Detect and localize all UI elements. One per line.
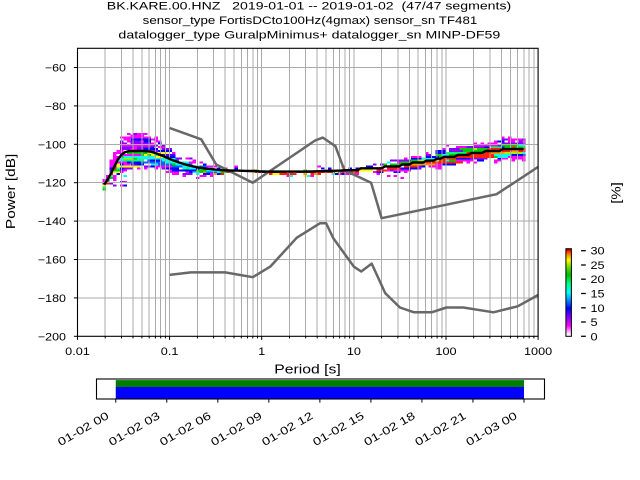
svg-text:0.1: 0.1 bbox=[161, 346, 179, 358]
svg-text:1: 1 bbox=[258, 346, 265, 358]
svg-text:−140: −140 bbox=[38, 216, 66, 228]
svg-text:5: 5 bbox=[591, 317, 598, 329]
svg-text:30: 30 bbox=[591, 246, 605, 258]
svg-text:−60: −60 bbox=[45, 63, 66, 75]
svg-text:20: 20 bbox=[591, 274, 605, 286]
svg-text:−100: −100 bbox=[38, 139, 66, 151]
svg-text:−200: −200 bbox=[38, 331, 66, 343]
svg-text:10: 10 bbox=[591, 303, 605, 315]
svg-text:15: 15 bbox=[591, 289, 605, 301]
svg-text:100: 100 bbox=[435, 346, 456, 358]
svg-text:−80: −80 bbox=[45, 101, 66, 113]
svg-text:0: 0 bbox=[591, 331, 598, 343]
svg-text:datalogger_type GuralpMinimus+: datalogger_type GuralpMinimus+ datalogge… bbox=[118, 30, 500, 42]
svg-text:1000: 1000 bbox=[524, 346, 552, 358]
svg-text:Period [s]: Period [s] bbox=[274, 361, 341, 376]
svg-text:[%]: [%] bbox=[609, 182, 624, 204]
svg-text:sensor_type FortisDCto100Hz(4g: sensor_type FortisDCto100Hz(4gmax) senso… bbox=[143, 15, 478, 27]
svg-text:−120: −120 bbox=[38, 178, 66, 190]
svg-text:0.01: 0.01 bbox=[65, 346, 90, 358]
svg-text:BK.KARE.00.HNZ 2019-01-01 --: BK.KARE.00.HNZ 2019-01-01 -- 2019-01-02 … bbox=[107, 1, 511, 13]
svg-text:25: 25 bbox=[591, 260, 605, 272]
svg-text:10: 10 bbox=[347, 346, 361, 358]
svg-text:−180: −180 bbox=[38, 293, 66, 305]
svg-text:Power [dB]: Power [dB] bbox=[3, 154, 18, 229]
svg-text:−160: −160 bbox=[38, 255, 66, 267]
